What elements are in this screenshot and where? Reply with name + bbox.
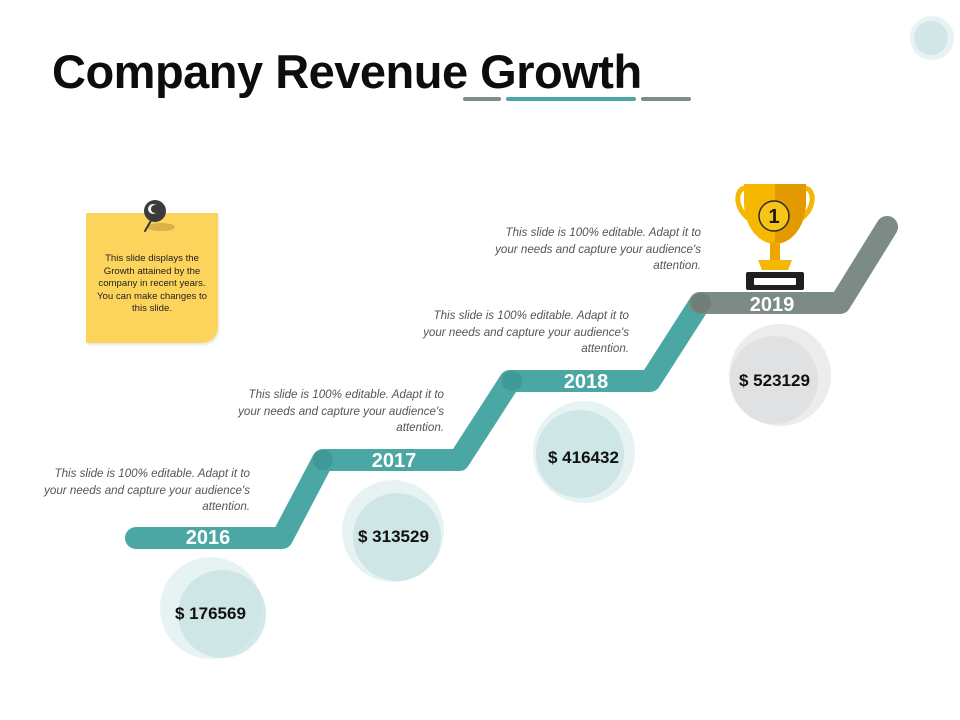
pushpin-icon	[144, 200, 175, 232]
title-underline-right	[641, 97, 691, 101]
circle-2018	[533, 401, 635, 503]
step-joint-2017	[313, 450, 333, 470]
description-2017: This slide is 100% editable. Adapt it to…	[238, 388, 444, 435]
circle-2016	[160, 557, 266, 659]
description-2016: This slide is 100% editable. Adapt it to…	[44, 467, 250, 514]
sticky-note-text: This slide displays the Growth attained …	[96, 253, 208, 315]
decorative-circle-inner	[914, 21, 948, 55]
title-underline-left	[463, 97, 501, 101]
value-2018: $ 416432	[548, 448, 619, 467]
step-band-teal	[125, 292, 711, 549]
step-joint-2018	[502, 371, 522, 391]
description-2018: This slide is 100% editable. Adapt it to…	[423, 309, 629, 356]
page-title: Company Revenue Growth	[52, 45, 642, 98]
year-label-2017: 2017	[371, 450, 417, 472]
year-label-2018: 2018	[563, 371, 609, 393]
value-2016: $ 176569	[175, 604, 246, 623]
value-2017: $ 313529	[358, 527, 429, 546]
sticky-note: This slide displays the Growth attained …	[86, 213, 218, 343]
value-2019: $ 523129	[739, 371, 810, 390]
circle-2019	[729, 324, 831, 426]
title-underline-center	[506, 97, 636, 101]
step-band-gray	[689, 216, 898, 314]
step-joint-2019	[691, 293, 711, 313]
year-label-2019: 2019	[749, 294, 795, 316]
description-2019: This slide is 100% editable. Adapt it to…	[495, 226, 701, 273]
trophy-icon: 1	[735, 184, 815, 290]
circle-2017	[342, 480, 444, 582]
year-label-2016: 2016	[185, 527, 231, 549]
trophy-rank-label: 1	[768, 206, 779, 228]
